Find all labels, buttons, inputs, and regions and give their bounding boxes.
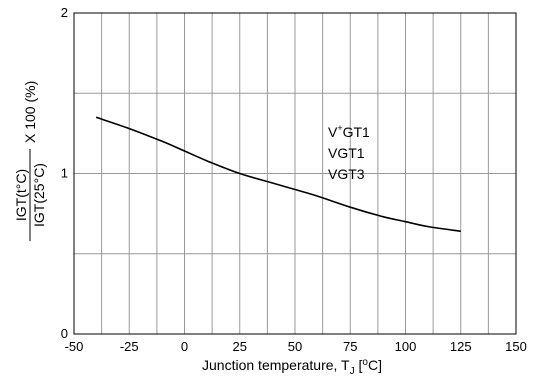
x-axis-label-unit-open: [ [355,357,363,373]
x-tick-label: -50 [65,339,84,354]
y-axis-label-numerator: IGT(t°C) [13,169,29,221]
x-tick-label: 0 [181,339,188,354]
annotation-label: VGT3 [328,166,365,182]
x-tick-label: 100 [395,339,417,354]
y-tick-label: 0 [61,326,68,341]
x-tick-label: 25 [233,339,247,354]
x-tick-label: 150 [505,339,527,354]
x-axis-label-unit-close: C] [368,357,382,373]
x-tick-label: 125 [450,339,472,354]
x-tick-label: 50 [288,339,302,354]
x-axis-label-subscript: J [350,366,355,377]
x-axis-label: Junction temperature, TJ [oC] [202,357,382,377]
y-tick-label: 2 [61,5,68,20]
annotation-label: V+GT1 [328,123,370,140]
x-axis-label-degree: o [362,357,368,368]
annotations: V+GT1 VGT1 VGT3 [328,123,370,182]
plot-area-frame [73,12,517,335]
axis-ticks: -50 -25 0 25 50 75 100 125 150 0 1 2 [61,5,527,354]
y-axis-label-denominator: IGT(25°C) [31,163,47,227]
y-tick-label: 1 [61,166,68,181]
annotation-label: VGT1 [328,145,365,161]
x-tick-label: 75 [343,339,357,354]
grid [74,13,516,334]
x-axis-label-main: Junction temperature, T [202,357,350,373]
y-axis-label: IGT(t°C) IGT(25°C) X 100 (%) [13,81,47,241]
series-line [95,116,461,233]
series-layer [95,116,461,233]
x-tick-label: -25 [120,339,139,354]
y-axis-label-suffix: X 100 (%) [22,81,38,143]
